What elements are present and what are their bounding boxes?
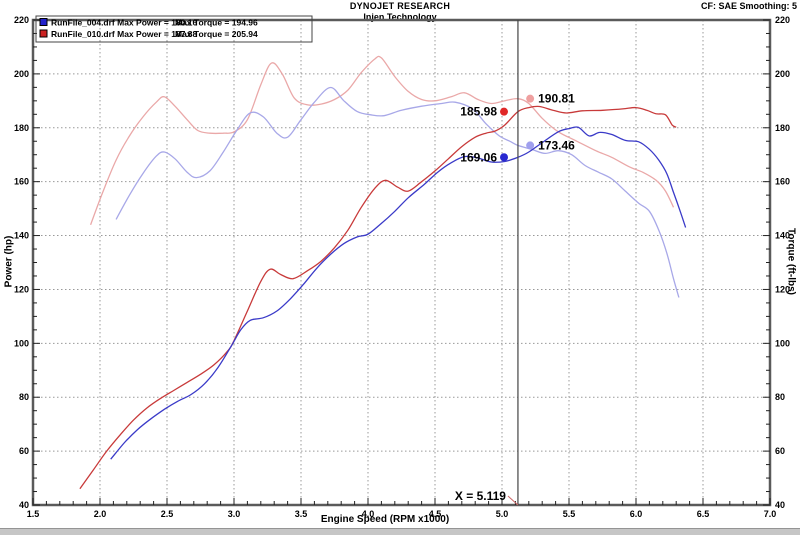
legend-run-power-label: RunFile_004.drf Max Power = 180.16 xyxy=(51,18,197,28)
y-tick-label-torque: 80 xyxy=(775,392,785,402)
x-tick-label: 5.0 xyxy=(496,509,509,519)
y-tick-label-torque: 120 xyxy=(775,284,790,294)
y-tick-label-torque: 200 xyxy=(775,69,790,79)
cursor-value-callout: 190.81 xyxy=(526,92,575,106)
y-tick-label-torque: 60 xyxy=(775,446,785,456)
y-tick-label-power: 120 xyxy=(14,284,29,294)
y-tick-label-power: 180 xyxy=(14,123,29,133)
x-tick-label: 5.5 xyxy=(563,509,576,519)
x-axis-title: Engine Speed (RPM x1000) xyxy=(320,514,450,525)
y-tick-label-power: 60 xyxy=(19,446,29,456)
legend-run-power-label: RunFile_010.drf Max Power = 187.88 xyxy=(51,29,197,39)
window-bottom-strip xyxy=(0,528,800,535)
y-tick-label-torque: 160 xyxy=(775,177,790,187)
callout-value: 169.06 xyxy=(460,150,497,164)
y-tick-label-torque: 140 xyxy=(775,231,790,241)
x-tick-label: 3.0 xyxy=(228,509,241,519)
y-tick-label-torque: 220 xyxy=(775,15,790,25)
x-tick-label: 6.5 xyxy=(697,509,710,519)
legend-run-torque-label: Max Torque = 205.94 xyxy=(175,29,258,39)
axis-ticks xyxy=(32,19,771,506)
curve-runfile-010-drf-power xyxy=(79,105,677,490)
cursor-x-label: X = 5.119 xyxy=(455,489,506,503)
callout-value: 185.98 xyxy=(460,105,497,119)
y-tick-label-torque: 180 xyxy=(775,123,790,133)
callout-dot xyxy=(526,94,535,103)
curve-runfile-004-drf-torque xyxy=(115,86,680,298)
cursor-value-callout: 185.98 xyxy=(460,105,509,119)
y-tick-label-power: 80 xyxy=(19,392,29,402)
x-tick-label: 3.5 xyxy=(295,509,308,519)
y-tick-label-torque: 40 xyxy=(775,500,785,510)
axis-tick-labels: 1.5 2.0 2.5 3.0 3.5 4.0 4.5 5.0 5.5 6.0 6.5 7.040 40… xyxy=(14,15,790,519)
x-tick-label: 1.5 xyxy=(27,509,40,519)
callout-dot xyxy=(526,141,535,150)
y-tick-label-power: 200 xyxy=(14,69,29,79)
curve-runfile-004-drf-power xyxy=(110,126,687,460)
x-tick-label: 4.0 xyxy=(362,509,375,519)
gridlines xyxy=(33,20,770,505)
y-tick-label-power: 160 xyxy=(14,177,29,187)
callout-value: 173.46 xyxy=(538,138,575,152)
x-tick-label: 4.5 xyxy=(429,509,442,519)
legend-swatch xyxy=(39,18,48,26)
cursor-value-callout: 169.06 xyxy=(460,150,509,164)
y-tick-label-power: 40 xyxy=(19,500,29,510)
cursor-x-label-group: X = 5.119 xyxy=(455,489,519,506)
x-tick-label: 7.0 xyxy=(764,509,777,519)
callout-dot xyxy=(500,107,509,116)
legend-swatch xyxy=(39,29,48,38)
legend-run-torque-label: Max Torque = 194.96 xyxy=(175,18,258,28)
y-tick-label-power: 100 xyxy=(14,338,29,348)
report-title: DYNOJET RESEARCH xyxy=(349,1,451,11)
legend-border xyxy=(35,15,313,43)
y-tick-label-power: 140 xyxy=(14,231,29,241)
correction-smoothing-label: CF: SAE Smoothing: 5 xyxy=(701,1,797,11)
y-tick-label-torque: 100 xyxy=(775,338,790,348)
y-axis-title-power: Power (hp) xyxy=(3,235,15,288)
y-axis-title-torque: Torque (ft-lbs) xyxy=(785,227,797,296)
callout-value: 190.81 xyxy=(538,92,575,106)
x-tick-label: 2.5 xyxy=(161,509,174,519)
cursor-label-connector xyxy=(507,495,519,506)
cursor-value-callout: 173.46 xyxy=(526,138,575,152)
y-tick-label-power: 220 xyxy=(14,15,29,25)
x-tick-label: 2.0 xyxy=(94,509,107,519)
curve-runfile-010-drf-torque xyxy=(89,55,675,226)
x-tick-label: 6.0 xyxy=(630,509,643,519)
plot-frame xyxy=(31,18,772,507)
callout-dot xyxy=(500,153,509,162)
report-subtitle: Injen Technology xyxy=(363,12,437,22)
